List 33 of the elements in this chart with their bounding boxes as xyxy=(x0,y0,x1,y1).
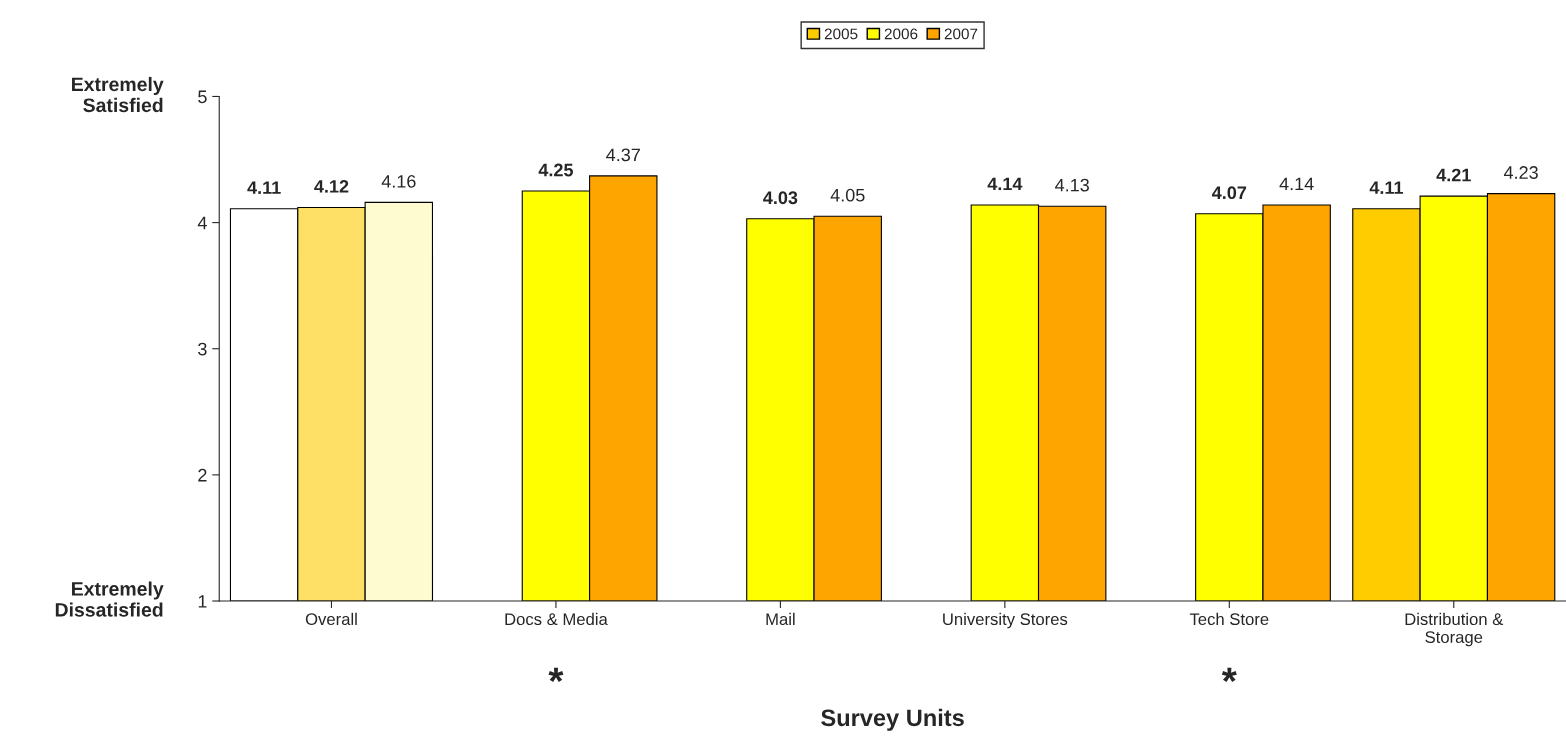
y-tick-label: 2 xyxy=(198,468,207,482)
x-tick-label: Tech Store xyxy=(1189,612,1269,626)
x-tick-label: Overall xyxy=(305,612,357,626)
text: * xyxy=(1221,667,1237,683)
data-label: 4.13 xyxy=(1055,178,1089,192)
legend-label: 2005 xyxy=(824,28,858,40)
x-tick-label: University Stores xyxy=(943,612,1068,629)
text: Extremely Dissatisfied xyxy=(55,581,164,617)
data-label: 4.14 xyxy=(987,177,1023,191)
text: Extremely Satisfied xyxy=(72,76,164,113)
y-tick-label: 3 xyxy=(198,342,207,356)
legend-label: 2007 xyxy=(944,28,978,40)
data-label: 4.11 xyxy=(1369,181,1403,194)
data-label: 4.12 xyxy=(314,180,349,193)
data-label: 4.03 xyxy=(763,191,798,205)
data-label: 4.23 xyxy=(1503,166,1538,179)
data-label: 4.11 xyxy=(247,181,281,194)
data-label: 4.05 xyxy=(830,188,865,202)
x-tick-label: Mail xyxy=(766,612,795,626)
y-tick-label: 5 xyxy=(198,90,207,104)
legend-label: 2006 xyxy=(884,28,918,40)
x-tick-label: Docs & Media xyxy=(505,612,608,626)
data-label: 4.07 xyxy=(1212,186,1247,200)
data-label: 4.25 xyxy=(538,163,573,177)
y-tick-label: 4 xyxy=(197,216,207,230)
data-label: 4.37 xyxy=(606,148,640,162)
x-tick-label: Distribution & Storage xyxy=(1405,612,1504,647)
y-tick-label: 1 xyxy=(198,595,207,608)
data-label: 4.21 xyxy=(1436,168,1471,182)
data-label: 4.16 xyxy=(381,174,416,188)
x-axis-title: Survey Units xyxy=(821,708,964,731)
data-label: 4.14 xyxy=(1279,177,1314,191)
text: * xyxy=(548,667,564,683)
